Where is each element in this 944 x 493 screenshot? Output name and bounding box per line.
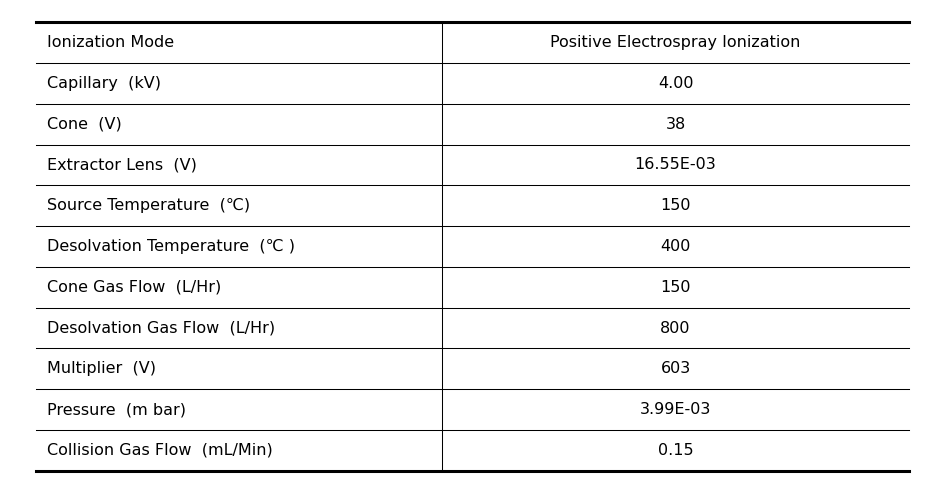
Text: Source Temperature  (℃): Source Temperature (℃) — [47, 198, 250, 213]
Text: Cone Gas Flow  (L/Hr): Cone Gas Flow (L/Hr) — [47, 280, 221, 295]
Text: 0.15: 0.15 — [657, 443, 693, 458]
Text: Desolvation Temperature  (℃ ): Desolvation Temperature (℃ ) — [47, 239, 295, 254]
Text: 4.00: 4.00 — [657, 76, 693, 91]
Text: 150: 150 — [660, 280, 690, 295]
Text: Collision Gas Flow  (mL/Min): Collision Gas Flow (mL/Min) — [47, 443, 273, 458]
Text: 400: 400 — [660, 239, 690, 254]
Text: Pressure  (m bar): Pressure (m bar) — [47, 402, 186, 417]
Text: 38: 38 — [665, 117, 685, 132]
Text: 3.99E-03: 3.99E-03 — [639, 402, 711, 417]
Text: 800: 800 — [660, 320, 690, 336]
Text: 150: 150 — [660, 198, 690, 213]
Text: 16.55E-03: 16.55E-03 — [634, 157, 716, 173]
Text: Positive Electrospray Ionization: Positive Electrospray Ionization — [549, 35, 800, 50]
Text: Capillary  (kV): Capillary (kV) — [47, 76, 161, 91]
Text: 603: 603 — [660, 361, 690, 376]
Text: Cone  (V): Cone (V) — [47, 117, 122, 132]
Text: Desolvation Gas Flow  (L/Hr): Desolvation Gas Flow (L/Hr) — [47, 320, 275, 336]
Text: Ionization Mode: Ionization Mode — [47, 35, 175, 50]
Text: Extractor Lens  (V): Extractor Lens (V) — [47, 157, 197, 173]
Text: Multiplier  (V): Multiplier (V) — [47, 361, 156, 376]
